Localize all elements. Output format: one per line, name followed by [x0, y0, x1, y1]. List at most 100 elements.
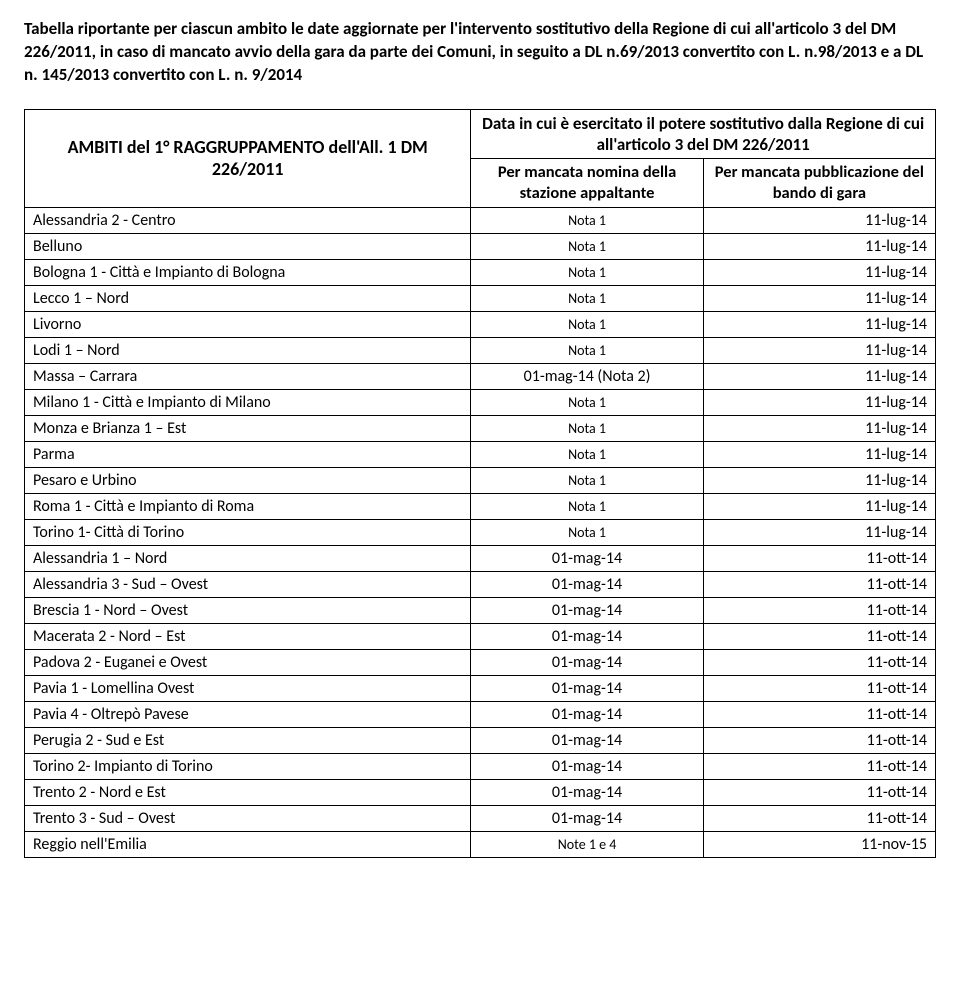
- row-name: Livorno: [25, 311, 471, 337]
- row-nomina: 01-mag-14 (Nota 2): [471, 363, 703, 389]
- row-nomina: 01-mag-14: [471, 571, 703, 597]
- row-pubblicazione: 11-lug-14: [703, 467, 935, 493]
- table-row: Massa – Carrara01-mag-14 (Nota 2)11-lug-…: [25, 363, 936, 389]
- row-name: Perugia 2 - Sud e Est: [25, 727, 471, 753]
- dates-table: AMBITI del 1° RAGGRUPPAMENTO dell'All. 1…: [24, 109, 936, 858]
- row-pubblicazione: 11-ott-14: [703, 805, 935, 831]
- row-name: Padova 2 - Euganei e Ovest: [25, 649, 471, 675]
- table-row: Alessandria 3 - Sud – Ovest01-mag-1411-o…: [25, 571, 936, 597]
- row-pubblicazione: 11-ott-14: [703, 571, 935, 597]
- row-name: Trento 2 - Nord e Est: [25, 779, 471, 805]
- row-nomina: Nota 1: [471, 519, 703, 545]
- table-row: Torino 1- Città di TorinoNota 111-lug-14: [25, 519, 936, 545]
- row-nomina: Note 1 e 4: [471, 831, 703, 857]
- row-pubblicazione: 11-lug-14: [703, 259, 935, 285]
- table-row: ParmaNota 111-lug-14: [25, 441, 936, 467]
- row-nomina: Nota 1: [471, 415, 703, 441]
- row-nomina: 01-mag-14: [471, 675, 703, 701]
- table-body: Alessandria 2 - CentroNota 111-lug-14Bel…: [25, 207, 936, 857]
- table-row: Perugia 2 - Sud e Est01-mag-1411-ott-14: [25, 727, 936, 753]
- row-pubblicazione: 11-lug-14: [703, 337, 935, 363]
- row-nomina: Nota 1: [471, 467, 703, 493]
- row-name: Bologna 1 - Città e Impianto di Bologna: [25, 259, 471, 285]
- row-name: Lodi 1 – Nord: [25, 337, 471, 363]
- row-nomina: Nota 1: [471, 207, 703, 233]
- table-row: Bologna 1 - Città e Impianto di BolognaN…: [25, 259, 936, 285]
- row-pubblicazione: 11-nov-15: [703, 831, 935, 857]
- row-nomina: 01-mag-14: [471, 727, 703, 753]
- table-row: Trento 3 - Sud – Ovest01-mag-1411-ott-14: [25, 805, 936, 831]
- row-nomina: Nota 1: [471, 285, 703, 311]
- row-nomina: Nota 1: [471, 233, 703, 259]
- table-row: Lecco 1 – NordNota 111-lug-14: [25, 285, 936, 311]
- row-pubblicazione: 11-ott-14: [703, 727, 935, 753]
- table-row: Pesaro e UrbinoNota 111-lug-14: [25, 467, 936, 493]
- row-name: Roma 1 - Città e Impianto di Roma: [25, 493, 471, 519]
- table-row: Alessandria 2 - CentroNota 111-lug-14: [25, 207, 936, 233]
- table-row: Milano 1 - Città e Impianto di MilanoNot…: [25, 389, 936, 415]
- row-nomina: Nota 1: [471, 311, 703, 337]
- row-name: Macerata 2 - Nord – Est: [25, 623, 471, 649]
- row-pubblicazione: 11-ott-14: [703, 623, 935, 649]
- row-pubblicazione: 11-lug-14: [703, 233, 935, 259]
- row-nomina: 01-mag-14: [471, 805, 703, 831]
- table-row: LivornoNota 111-lug-14: [25, 311, 936, 337]
- table-row: BellunoNota 111-lug-14: [25, 233, 936, 259]
- table-row: Macerata 2 - Nord – Est01-mag-1411-ott-1…: [25, 623, 936, 649]
- row-nomina: 01-mag-14: [471, 701, 703, 727]
- row-name: Trento 3 - Sud – Ovest: [25, 805, 471, 831]
- row-pubblicazione: 11-ott-14: [703, 597, 935, 623]
- table-row: Padova 2 - Euganei e Ovest01-mag-1411-ot…: [25, 649, 936, 675]
- header-data-top: Data in cui è esercitato il potere sosti…: [471, 109, 936, 159]
- row-name: Pavia 1 - Lomellina Ovest: [25, 675, 471, 701]
- row-nomina: Nota 1: [471, 441, 703, 467]
- table-row: Trento 2 - Nord e Est01-mag-1411-ott-14: [25, 779, 936, 805]
- row-pubblicazione: 11-lug-14: [703, 285, 935, 311]
- row-name: Reggio nell'Emilia: [25, 831, 471, 857]
- table-row: Reggio nell'EmiliaNote 1 e 411-nov-15: [25, 831, 936, 857]
- row-name: Lecco 1 – Nord: [25, 285, 471, 311]
- row-pubblicazione: 11-ott-14: [703, 545, 935, 571]
- table-row: Alessandria 1 – Nord01-mag-1411-ott-14: [25, 545, 936, 571]
- row-pubblicazione: 11-ott-14: [703, 779, 935, 805]
- table-row: Roma 1 - Città e Impianto di RomaNota 11…: [25, 493, 936, 519]
- row-name: Brescia 1 - Nord – Ovest: [25, 597, 471, 623]
- row-pubblicazione: 11-ott-14: [703, 701, 935, 727]
- row-nomina: 01-mag-14: [471, 545, 703, 571]
- row-pubblicazione: 11-lug-14: [703, 519, 935, 545]
- row-name: Torino 1- Città di Torino: [25, 519, 471, 545]
- row-pubblicazione: 11-ott-14: [703, 649, 935, 675]
- row-nomina: 01-mag-14: [471, 597, 703, 623]
- table-row: Torino 2- Impianto di Torino01-mag-1411-…: [25, 753, 936, 779]
- row-pubblicazione: 11-lug-14: [703, 311, 935, 337]
- row-pubblicazione: 11-lug-14: [703, 415, 935, 441]
- table-row: Monza e Brianza 1 – EstNota 111-lug-14: [25, 415, 936, 441]
- row-pubblicazione: 11-lug-14: [703, 493, 935, 519]
- row-nomina: Nota 1: [471, 337, 703, 363]
- row-name: Alessandria 2 - Centro: [25, 207, 471, 233]
- header-sub-nomina: Per mancata nomina della stazione appalt…: [471, 159, 703, 207]
- row-name: Pesaro e Urbino: [25, 467, 471, 493]
- table-row: Pavia 1 - Lomellina Ovest01-mag-1411-ott…: [25, 675, 936, 701]
- intro-paragraph: Tabella riportante per ciascun ambito le…: [24, 18, 936, 87]
- row-nomina: 01-mag-14: [471, 623, 703, 649]
- row-pubblicazione: 11-lug-14: [703, 207, 935, 233]
- row-name: Alessandria 3 - Sud – Ovest: [25, 571, 471, 597]
- row-name: Monza e Brianza 1 – Est: [25, 415, 471, 441]
- row-pubblicazione: 11-ott-14: [703, 753, 935, 779]
- row-pubblicazione: 11-lug-14: [703, 363, 935, 389]
- row-nomina: Nota 1: [471, 493, 703, 519]
- header-sub-pubblicazione: Per mancata pubblicazione del bando di g…: [703, 159, 935, 207]
- row-name: Belluno: [25, 233, 471, 259]
- row-name: Parma: [25, 441, 471, 467]
- row-pubblicazione: 11-ott-14: [703, 675, 935, 701]
- row-name: Alessandria 1 – Nord: [25, 545, 471, 571]
- row-nomina: 01-mag-14: [471, 753, 703, 779]
- row-name: Torino 2- Impianto di Torino: [25, 753, 471, 779]
- row-pubblicazione: 11-lug-14: [703, 441, 935, 467]
- row-nomina: 01-mag-14: [471, 779, 703, 805]
- row-pubblicazione: 11-lug-14: [703, 389, 935, 415]
- row-name: Pavia 4 - Oltrepò Pavese: [25, 701, 471, 727]
- row-nomina: 01-mag-14: [471, 649, 703, 675]
- row-name: Milano 1 - Città e Impianto di Milano: [25, 389, 471, 415]
